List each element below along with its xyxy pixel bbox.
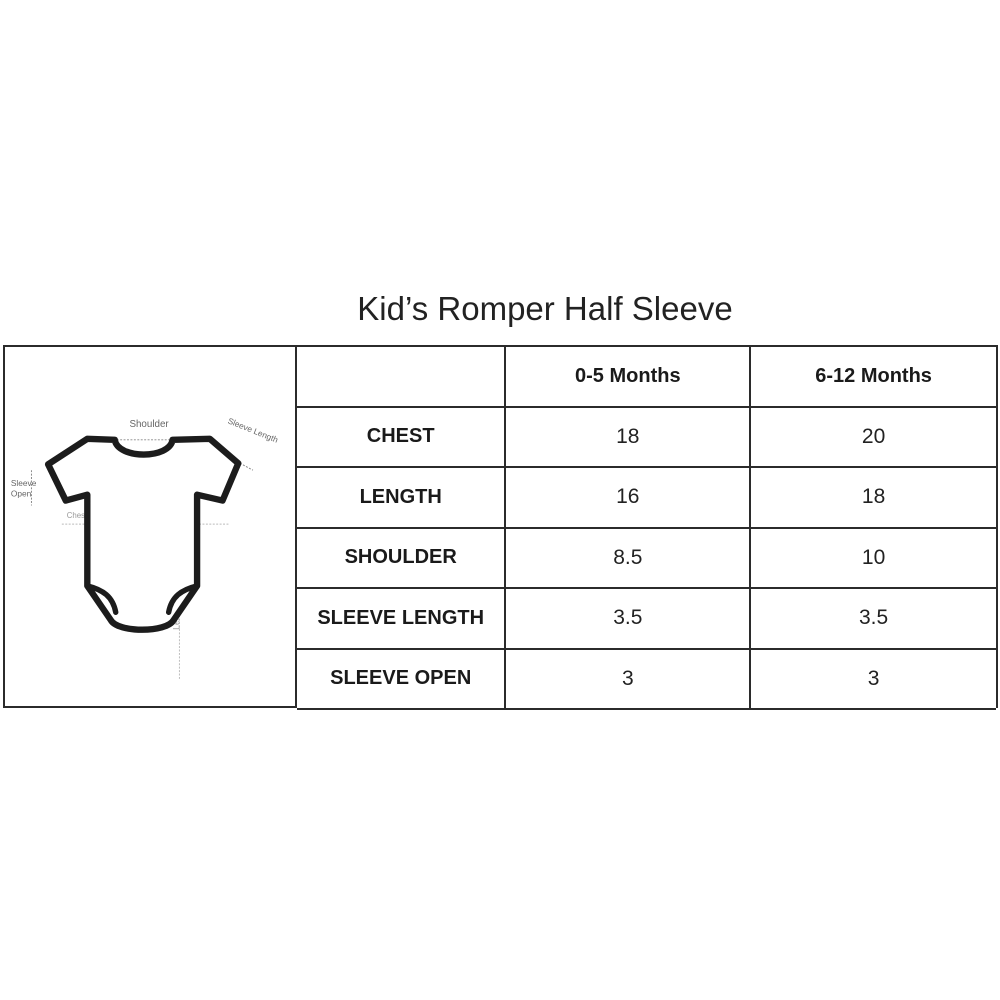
svg-text:Sleeve Length: Sleeve Length xyxy=(227,416,280,445)
svg-text:Sleeve: Sleeve xyxy=(11,478,37,488)
svg-text:Open: Open xyxy=(11,489,32,499)
svg-text:Shoulder: Shoulder xyxy=(129,419,169,430)
